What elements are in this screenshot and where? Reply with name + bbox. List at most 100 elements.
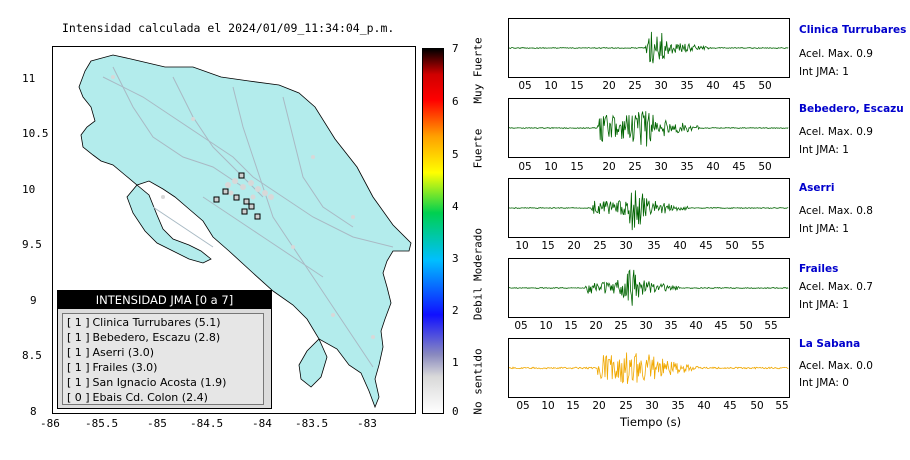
colorbar-tick: 2	[452, 304, 459, 317]
legend-label: Ebais Cd. Colon (2.4)	[92, 391, 208, 404]
station-jma: Int JMA: 1	[799, 223, 849, 235]
waveform-panel[interactable]	[508, 258, 790, 318]
legend-item: [ 1 ] Clinica Turrubares (5.1)	[67, 316, 221, 329]
time-tick: 45	[732, 161, 746, 173]
time-tick: 20	[592, 400, 606, 412]
x-tick: -85.5	[85, 417, 119, 430]
time-axis-label: Tiempo (s)	[620, 415, 682, 429]
station-marker[interactable]	[213, 196, 220, 203]
legend-label: Bebedero, Escazu (2.8)	[92, 331, 221, 344]
legend-item: [ 0 ] Ebais Cd. Colon (2.4)	[67, 391, 208, 404]
y-tick: 9	[30, 294, 37, 307]
time-tick: 10	[541, 400, 555, 412]
station-jma: Int JMA: 1	[799, 144, 849, 156]
time-tick: 35	[680, 80, 694, 92]
station-marker[interactable]	[238, 172, 245, 179]
station-marker[interactable]	[254, 213, 261, 220]
station-accel: Acel. Max. 0.9	[799, 126, 873, 138]
time-tick: 25	[628, 80, 642, 92]
waveform-panel[interactable]	[508, 178, 790, 238]
x-tick: -86	[40, 417, 60, 430]
station-jma: Int JMA: 1	[799, 66, 849, 78]
legend-badge: [ 1 ]	[67, 376, 90, 389]
time-tick: 30	[654, 161, 668, 173]
time-tick: 55	[775, 400, 789, 412]
x-tick: -85	[147, 417, 167, 430]
waveform-trace	[509, 269, 789, 306]
waveform-ticks: 10 15 20 25 30 35 40 45 50 55	[508, 240, 790, 254]
time-tick: 45	[732, 80, 746, 92]
station-jma: Int JMA: 1	[799, 299, 849, 311]
colorbar-tick: 7	[452, 42, 459, 55]
legend-label: Frailes (3.0)	[92, 361, 158, 374]
waveform-trace	[509, 31, 789, 64]
time-tick: 45	[714, 320, 728, 332]
station-name: Frailes	[799, 263, 839, 275]
time-tick: 30	[645, 400, 659, 412]
x-tick: -83.5	[295, 417, 329, 430]
x-tick: -84.5	[190, 417, 224, 430]
time-tick: 50	[750, 400, 764, 412]
map-title: Intensidad calculada el 2024/01/09_11:34…	[62, 21, 395, 35]
time-tick: 55	[764, 320, 778, 332]
legend-badge: [ 1 ]	[67, 331, 90, 344]
waveform-ticks: 05 10 15 20 25 30 35 40 45 50 55	[508, 320, 790, 334]
colorbar-tick: 4	[452, 200, 459, 213]
legend-list: [ 1 ] Clinica Turrubares (5.1) [ 1 ] Beb…	[62, 313, 264, 405]
legend-badge: [ 0 ]	[67, 391, 90, 404]
costa-rica-map-svg	[78, 54, 412, 409]
station-markers	[213, 172, 261, 220]
station-accel: Acel. Max. 0.8	[799, 205, 873, 217]
station-name: Clinica Turrubares	[799, 24, 907, 36]
waveform-ticks: 05 10 15 20 25 30 35 40 45 50	[508, 161, 790, 175]
legend-item: [ 1 ] Frailes (3.0)	[67, 361, 157, 374]
time-tick: 10	[544, 80, 558, 92]
time-tick: 25	[614, 320, 628, 332]
station-name: La Sabana	[799, 338, 861, 350]
station-marker[interactable]	[241, 208, 248, 215]
nicoya-peninsula	[126, 184, 212, 264]
osa-peninsula	[298, 338, 328, 388]
time-tick: 50	[758, 161, 772, 173]
time-tick: 15	[541, 240, 555, 252]
legend-badge: [ 1 ]	[67, 346, 90, 359]
time-tick: 50	[758, 80, 772, 92]
colorbar-label: Debil	[471, 286, 485, 321]
time-tick: 15	[570, 80, 584, 92]
time-tick: 50	[725, 240, 739, 252]
time-tick: 20	[589, 320, 603, 332]
station-accel: Acel. Max. 0.9	[799, 48, 873, 60]
waveform-trace	[509, 111, 789, 147]
station-marker[interactable]	[233, 194, 240, 201]
colorbar-tick: 3	[452, 252, 459, 265]
legend-label: Aserri (3.0)	[92, 346, 155, 359]
x-tick: -83	[357, 417, 377, 430]
waveform-ticks: 05 10 15 20 25 30 35 40 45 50	[508, 80, 790, 94]
time-tick: 30	[639, 320, 653, 332]
waveform-ticks: 05 10 15 20 25 30 35 40 45 50 55	[508, 400, 790, 414]
time-tick: 25	[628, 161, 642, 173]
station-marker[interactable]	[222, 188, 229, 195]
time-tick: 40	[697, 400, 711, 412]
colorbar-tick: 5	[452, 148, 459, 161]
colorbar-tick: 0	[452, 405, 459, 418]
time-tick: 15	[564, 320, 578, 332]
time-tick: 10	[544, 161, 558, 173]
time-tick: 55	[751, 240, 765, 252]
legend-item: [ 1 ] Bebedero, Escazu (2.8)	[67, 331, 220, 344]
time-tick: 40	[706, 80, 720, 92]
time-tick: 40	[706, 161, 720, 173]
time-tick: 45	[723, 400, 737, 412]
time-tick: 05	[518, 80, 532, 92]
station-marker[interactable]	[248, 203, 255, 210]
time-tick: 25	[619, 400, 633, 412]
time-tick: 20	[602, 161, 616, 173]
station-marker[interactable]	[243, 198, 250, 205]
waveform-panel[interactable]	[508, 18, 790, 78]
waveform-panel[interactable]	[508, 338, 790, 398]
time-tick: 25	[593, 240, 607, 252]
time-tick: 15	[570, 161, 584, 173]
y-tick: 8.5	[22, 349, 42, 362]
time-tick: 05	[514, 320, 528, 332]
waveform-panel[interactable]	[508, 98, 790, 158]
